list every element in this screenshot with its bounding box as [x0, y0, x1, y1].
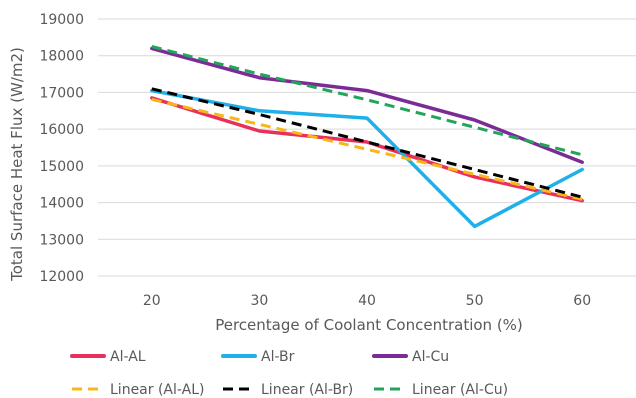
y-tick-label: 14000 [39, 196, 84, 212]
legend-label: Linear (Al-Cu) [412, 382, 508, 398]
y-axis-ticks: 12000 13000 14000 15000 16000 17000 18000 19000 [39, 12, 84, 285]
series-lines [150, 45, 584, 229]
x-tick-label: 20 [143, 293, 161, 309]
legend-label: Linear (Al-AL) [110, 382, 204, 398]
y-tick-label: 19000 [39, 12, 84, 28]
legend-label: Al-AL [110, 349, 146, 365]
x-tick-label: 40 [358, 293, 376, 309]
series-line-al-al [150, 96, 584, 203]
x-axis-label: Percentage of Coolant Concentration (%) [215, 316, 523, 334]
series-line-linear-al-cu [151, 45, 583, 157]
x-tick-label: 30 [250, 293, 268, 309]
y-tick-label: 12000 [39, 269, 84, 285]
series-line-al-br [150, 88, 584, 229]
x-tick-label: 50 [466, 293, 484, 309]
series-line-linear-al-al [151, 97, 583, 201]
legend: Al-AL Al-Br Al-Cu Linear (Al-AL) Linear (Al-… [70, 349, 508, 398]
y-tick-label: 13000 [39, 232, 84, 248]
series-line-linear-al-br [151, 87, 583, 199]
y-axis-label: Total Surface Heat Flux (W/m2) [8, 47, 26, 282]
x-tick-label: 60 [573, 293, 591, 309]
legend-label: Al-Br [261, 349, 295, 365]
gridlines [98, 18, 636, 277]
y-tick-label: 17000 [39, 85, 84, 101]
series-line-al-cu [150, 46, 584, 164]
y-tick-label: 18000 [39, 49, 84, 65]
legend-label: Linear (Al-Br) [261, 382, 353, 398]
y-tick-label: 15000 [39, 159, 84, 175]
legend-label: Al-Cu [412, 349, 449, 365]
y-tick-label: 16000 [39, 122, 84, 138]
x-axis-ticks: 20 30 40 50 60 [143, 293, 591, 309]
